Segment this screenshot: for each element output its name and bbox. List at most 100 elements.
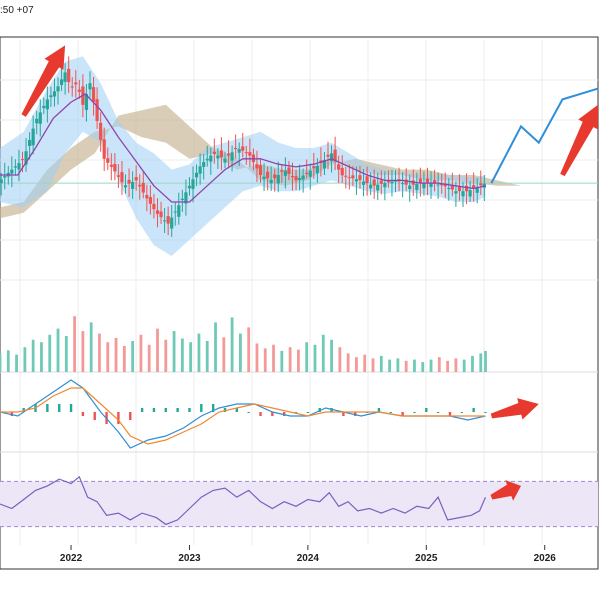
candle-body [273,174,277,179]
candle-body [84,94,89,110]
candle-body [230,152,234,161]
x-tick-label: 2024 [297,553,320,564]
macd-histogram-bar [401,412,404,416]
candle-body [120,172,124,183]
macd-histogram-bar [200,404,203,412]
projection-line [490,87,599,184]
volume-bar [205,341,209,372]
candle-body [177,205,181,217]
candle-body [237,149,241,153]
candle-body [116,175,121,177]
candle-body [432,180,437,184]
volume-bar [156,328,159,372]
volume-bar [471,355,474,372]
volume-bar [197,333,201,372]
candle-body [52,91,57,97]
macd-histogram-bar [259,412,262,416]
macd-histogram-bar [425,408,428,412]
ichimoku-cloud-bear [0,104,533,219]
candle-body [223,158,227,163]
macd-histogram-bar [235,408,239,412]
candle-body [425,178,430,184]
candle-body [479,183,483,186]
volume-bar [484,350,487,372]
volume-bar [214,322,217,372]
volume-bar [446,360,450,372]
candle-body [241,146,245,151]
volume-bar [98,333,101,372]
candle-body [333,149,337,162]
candle-body [244,152,248,154]
candle-body [170,217,174,229]
candle-body [131,182,135,189]
candle-body [148,197,152,204]
candle-body [383,183,387,188]
candle-body [216,155,220,159]
candle-body [450,184,454,190]
macd-histogram-bar [58,404,61,412]
candle-body [358,175,362,181]
x-tick-label: 2022 [60,553,83,564]
candle-body [269,179,273,184]
candle-body [42,105,46,109]
macd-histogram-bar [176,408,179,412]
candle-body [372,179,376,186]
volume-bar [172,331,176,372]
volume-bar [313,344,317,372]
rsi-line [0,475,487,526]
candle-body [322,159,327,169]
candle-body [219,150,224,158]
candle-body [258,165,263,175]
volume-bar [305,342,309,372]
candle-body [31,128,35,146]
candle-body [340,167,344,176]
volume-bar [346,353,350,372]
candle-body [354,179,359,182]
macd-histogram-bar [294,412,298,413]
candle-body [280,170,284,172]
candle-body [166,216,170,224]
volume-bar [280,350,284,372]
volume-bar [189,342,193,372]
candle-body [422,183,426,189]
volume-bar [15,354,18,372]
volume-bar [462,359,466,372]
candle-body [347,177,351,179]
candle-body [390,181,394,184]
candle-body [376,184,380,191]
macd-histogram-bar [460,412,464,413]
candle-body [88,83,92,90]
macd-histogram-bar [140,408,144,412]
macd-histogram-bar [472,408,475,412]
volume-bar [429,359,433,372]
macd-histogram-bar [223,408,227,412]
macd-histogram-bar [164,408,167,412]
candle-body [102,139,106,159]
x-axis: 2022 2023 2024 2025 2026 [60,545,556,564]
candle-body [70,86,74,88]
price-panel [0,56,599,257]
candle-body [386,180,391,183]
trend-arrow-icon [490,398,539,420]
candle-body [262,176,266,180]
candle-body [326,154,330,157]
volume-bar [238,333,242,372]
macd-histogram-bar [22,408,25,412]
candle-body [308,170,312,177]
candle-body [276,175,280,184]
volume-bar [31,339,35,372]
volume-bar [6,350,10,372]
header-timezone: :50 +07 [0,5,34,16]
candle-body [297,177,302,181]
candle-body [283,170,287,176]
volume-bar [230,317,234,372]
macd-histogram-bar [188,408,191,412]
candle-body [134,177,138,181]
trend-arrow-icon [490,480,521,501]
macd-histogram-bar [484,412,487,413]
candle-body [408,185,412,190]
volume-bar [479,353,483,372]
candle-body [106,158,110,163]
trend-arrow-icon [560,104,598,177]
candle-body [49,95,53,98]
